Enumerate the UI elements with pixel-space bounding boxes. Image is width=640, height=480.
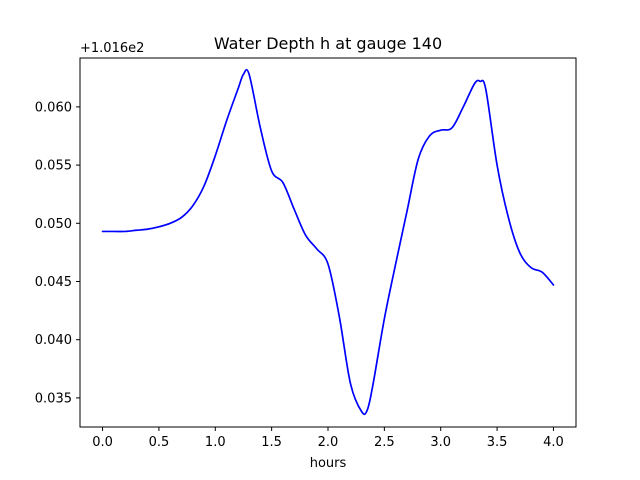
plot-area — [80, 58, 576, 427]
x-tick-label: 2.5 — [374, 435, 395, 450]
y-tick-label: 0.055 — [35, 159, 72, 174]
y-tick-label: 0.050 — [35, 217, 72, 232]
x-axis: 0.0 0.5 1.0 1.5 2.0 2.5 3.0 3.5 4.0 — [92, 427, 564, 450]
chart-title: Water Depth h at gauge 140 — [214, 34, 442, 53]
y-axis: 0.035 0.040 0.045 0.050 0.055 0.060 — [35, 100, 80, 406]
x-tick-label: 2.0 — [318, 435, 339, 450]
y-offset-label: +1.016e2 — [80, 41, 144, 56]
x-tick-label: 3.5 — [487, 435, 508, 450]
y-tick-label: 0.045 — [35, 275, 72, 290]
y-tick-label: 0.040 — [35, 333, 72, 348]
x-tick-label: 1.0 — [205, 435, 226, 450]
y-tick-label: 0.060 — [35, 100, 72, 115]
x-tick-label: 0.0 — [92, 435, 113, 450]
x-axis-label: hours — [310, 456, 347, 471]
series-line — [101, 68, 555, 416]
x-tick-label: 1.5 — [261, 435, 282, 450]
y-tick-label: 0.035 — [35, 391, 72, 406]
x-tick-label: 0.5 — [149, 435, 170, 450]
series-layer — [101, 68, 555, 416]
x-tick-label: 3.0 — [430, 435, 451, 450]
x-tick-label: 4.0 — [543, 435, 564, 450]
